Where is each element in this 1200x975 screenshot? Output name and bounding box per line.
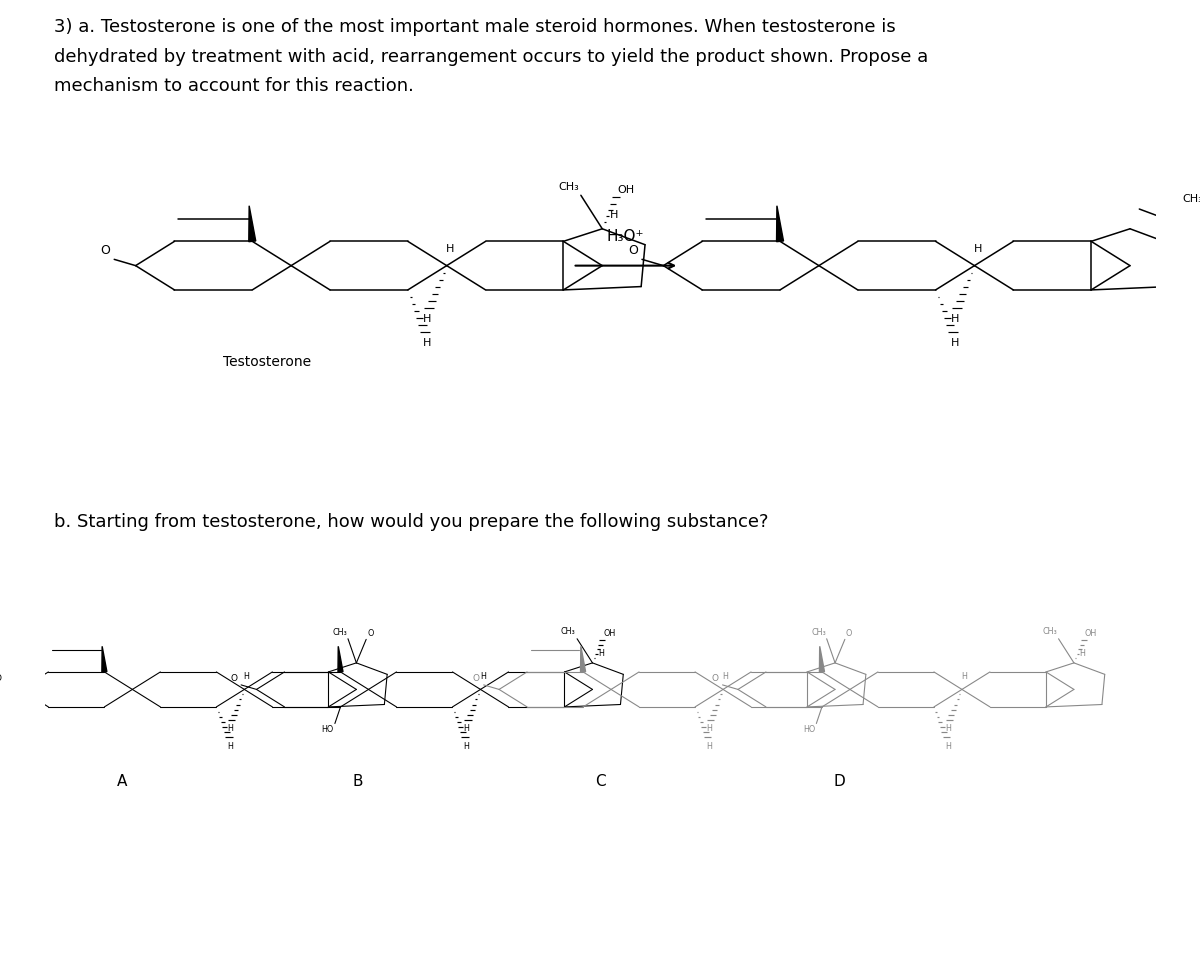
Text: O: O [712, 674, 719, 682]
Text: O: O [230, 674, 238, 682]
Text: HO: HO [803, 725, 815, 734]
Text: H: H [722, 672, 728, 681]
Text: H: H [706, 742, 712, 751]
Polygon shape [248, 206, 256, 242]
Text: D: D [834, 774, 845, 789]
Text: CH₃: CH₃ [1182, 194, 1200, 205]
Text: b. Starting from testosterone, how would you prepare the following substance?: b. Starting from testosterone, how would… [54, 513, 769, 531]
Text: H: H [480, 672, 486, 681]
Text: Testosterone: Testosterone [223, 355, 311, 370]
Polygon shape [581, 646, 586, 672]
Text: O: O [846, 629, 852, 639]
Text: OH: OH [1085, 630, 1097, 639]
Text: CH₃: CH₃ [560, 627, 576, 637]
Text: H: H [463, 742, 469, 751]
Text: 3) a. Testosterone is one of the most important male steroid hormones. When test: 3) a. Testosterone is one of the most im… [54, 19, 896, 36]
Text: O: O [0, 674, 1, 682]
Polygon shape [820, 646, 824, 672]
Text: H: H [1080, 649, 1085, 658]
Text: H: H [946, 724, 950, 733]
Text: H: H [950, 338, 959, 348]
Text: CH₃: CH₃ [332, 628, 348, 637]
Text: H: H [228, 742, 233, 751]
Text: H: H [598, 649, 604, 658]
Text: H: H [610, 210, 618, 220]
Text: H: H [706, 724, 712, 733]
Text: OH: OH [618, 185, 635, 195]
Text: OH: OH [604, 630, 616, 639]
Text: H: H [946, 742, 950, 751]
Text: H: H [424, 338, 432, 348]
Text: CH₃: CH₃ [811, 628, 826, 637]
Text: H: H [228, 724, 233, 733]
Text: O: O [101, 245, 110, 257]
Text: B: B [353, 774, 364, 789]
Text: dehydrated by treatment with acid, rearrangement occurs to yield the product sho: dehydrated by treatment with acid, rearr… [54, 48, 929, 65]
Text: H₃O⁺: H₃O⁺ [607, 229, 644, 244]
Text: H: H [950, 314, 959, 324]
Text: H: H [973, 244, 982, 254]
Text: HO: HO [322, 725, 334, 734]
Text: mechanism to account for this reaction.: mechanism to account for this reaction. [54, 77, 414, 96]
Text: C: C [595, 774, 606, 789]
Text: H: H [244, 672, 250, 681]
Text: H: H [445, 244, 454, 254]
Text: A: A [116, 774, 127, 789]
Text: O: O [473, 674, 480, 682]
Text: H: H [961, 672, 967, 681]
Text: H: H [463, 724, 469, 733]
Text: CH₃: CH₃ [1043, 627, 1057, 637]
Polygon shape [776, 206, 784, 242]
Text: O: O [367, 629, 373, 639]
Polygon shape [338, 646, 343, 672]
Text: CH₃: CH₃ [558, 182, 578, 192]
Text: O: O [629, 245, 638, 257]
Text: H: H [424, 314, 432, 324]
Polygon shape [102, 646, 107, 672]
